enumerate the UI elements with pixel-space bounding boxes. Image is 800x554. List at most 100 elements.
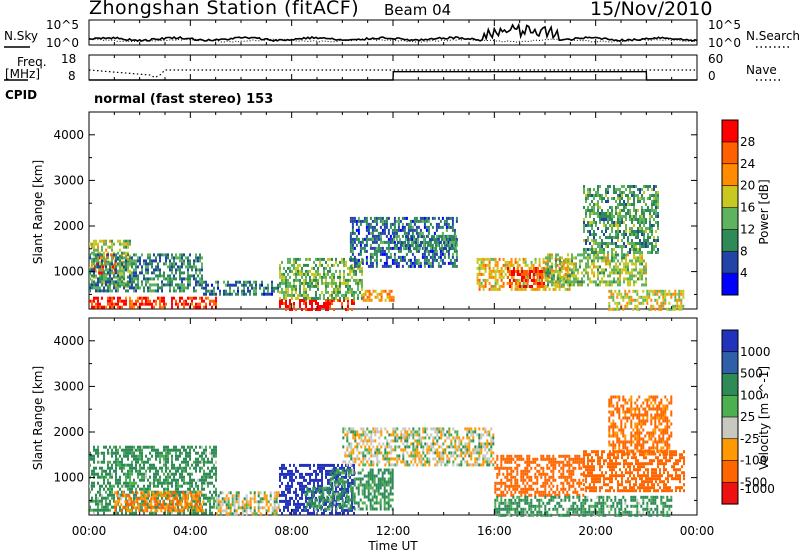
range-gate-cell	[109, 289, 111, 293]
range-gate-cell	[133, 259, 135, 263]
range-gate-cell	[93, 484, 95, 488]
range-gate-cell	[601, 209, 603, 212]
range-gate-cell	[625, 227, 627, 230]
range-gate-cell	[111, 302, 113, 306]
range-gate-cell	[89, 508, 91, 512]
range-gate-cell	[615, 233, 617, 236]
range-gate-cell	[95, 448, 97, 452]
range-gate-cell	[417, 225, 420, 229]
range-gate-cell	[607, 227, 609, 230]
range-gate-cell	[166, 506, 169, 510]
range-gate-cell	[653, 236, 655, 239]
range-gate-cell	[289, 281, 291, 285]
range-gate-cell	[496, 278, 499, 282]
range-gate-cell	[97, 283, 99, 287]
range-gate-cell	[610, 295, 613, 299]
range-gate-cell	[291, 484, 293, 488]
range-gate-cell	[619, 262, 621, 266]
range-gate-cell	[351, 231, 354, 235]
range-gate-cell	[587, 256, 589, 260]
range-gate-cell	[184, 500, 187, 504]
range-gate-cell	[177, 484, 179, 488]
range-gate-cell	[299, 481, 301, 485]
range-gate-cell	[190, 491, 193, 495]
range-gate-cell	[193, 296, 195, 300]
range-gate-cell	[169, 262, 171, 266]
range-gate-cell	[561, 265, 563, 269]
range-gate-cell	[521, 270, 523, 273]
range-gate-cell	[154, 503, 157, 507]
range-gate-cell	[476, 266, 479, 270]
range-gate-cell	[142, 497, 145, 501]
range-gate-cell	[203, 460, 205, 464]
range-gate-cell	[201, 256, 203, 260]
range-gate-cell	[674, 307, 677, 311]
range-gate-cell	[185, 256, 187, 260]
range-gate-cell	[207, 289, 209, 293]
range-gate-cell	[333, 308, 335, 311]
range-gate-cell	[283, 499, 285, 503]
freq-line	[88, 69, 697, 79]
range-gate-cell	[365, 234, 368, 238]
range-gate-cell	[593, 253, 595, 257]
range-gate-cell	[195, 283, 197, 287]
range-gate-cell	[107, 262, 109, 266]
range-gate-cell	[393, 258, 396, 262]
range-gate-cell	[279, 275, 281, 279]
range-gate-cell	[201, 262, 203, 266]
range-gate-cell	[541, 279, 543, 282]
range-gate-cell	[627, 185, 629, 188]
range-gate-cell	[179, 496, 181, 500]
range-gate-cell	[627, 197, 629, 200]
range-gate-cell	[181, 460, 183, 464]
range-gate-cell	[113, 445, 115, 449]
range-gate-cell	[247, 280, 249, 284]
range-gate-cell	[597, 256, 599, 260]
range-gate-cell	[133, 466, 135, 470]
range-gate-cell	[105, 268, 107, 272]
range-gate-cell	[413, 238, 415, 242]
range-gate-cell	[151, 493, 153, 497]
range-gate-cell	[345, 475, 347, 479]
range-gate-cell	[143, 472, 145, 476]
range-gate-cell	[137, 286, 139, 290]
range-gate-cell	[542, 287, 545, 291]
range-gate-cell	[156, 503, 159, 507]
range-gate-cell	[647, 233, 649, 236]
range-gate-cell	[186, 503, 189, 507]
range-gate-cell	[361, 281, 363, 285]
range-gate-cell	[632, 307, 635, 311]
range-gate-cell	[271, 286, 273, 290]
range-gate-cell	[95, 256, 97, 260]
range-gate-cell	[625, 256, 627, 260]
range-gate-cell	[287, 505, 289, 509]
range-gate-cell	[313, 275, 315, 279]
range-gate-cell	[107, 280, 109, 284]
range-gate-cell	[421, 241, 423, 245]
range-gate-cell	[617, 218, 619, 221]
range-gate-cell	[103, 469, 105, 473]
range-gate-cell	[133, 451, 135, 455]
range-gate-cell	[199, 496, 201, 500]
range-gate-cell	[119, 296, 121, 300]
range-gate-cell	[141, 454, 143, 458]
range-gate-cell	[109, 481, 111, 485]
range-gate-cell	[187, 271, 189, 275]
range-gate-cell	[128, 503, 131, 507]
range-gate-cell	[591, 212, 593, 215]
range-gate-cell	[231, 497, 234, 501]
range-gate-cell	[597, 194, 599, 197]
range-gate-cell	[281, 511, 283, 515]
range-gate-cell	[152, 491, 155, 495]
range-gate-cell	[364, 289, 367, 293]
range-gate-cell	[121, 460, 123, 464]
range-gate-cell	[445, 237, 448, 241]
range-gate-cell	[153, 283, 155, 287]
range-gate-cell	[269, 491, 272, 495]
range-gate-cell	[593, 233, 595, 236]
range-gate-cell	[656, 289, 659, 293]
range-gate-cell	[567, 253, 569, 257]
range-gate-cell	[183, 511, 185, 515]
range-gate-cell	[95, 296, 97, 300]
range-gate-cell	[624, 304, 627, 308]
